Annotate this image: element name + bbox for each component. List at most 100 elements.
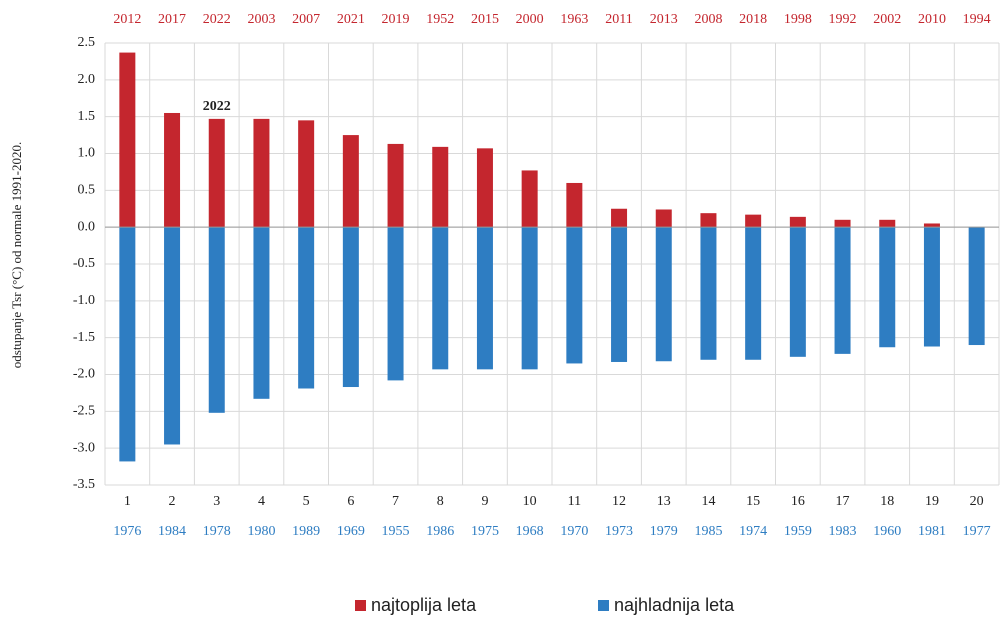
x-tick-label: 15 <box>746 494 760 509</box>
legend-label: najtoplija leta <box>371 595 477 615</box>
bottom-year-label: 1960 <box>873 524 901 539</box>
bar <box>789 227 806 357</box>
bar <box>476 148 493 228</box>
bottom-year-label: 1977 <box>963 524 991 539</box>
bar <box>119 52 136 228</box>
bar <box>387 143 404 228</box>
top-year-label: 2011 <box>605 12 632 27</box>
top-year-label: 1998 <box>784 12 812 27</box>
legend-swatch <box>598 600 609 611</box>
top-year-label: 2007 <box>292 12 320 27</box>
bar <box>208 227 225 413</box>
bottom-year-label: 1970 <box>560 524 588 539</box>
top-year-label: 2018 <box>739 12 767 27</box>
legend-swatch <box>355 600 366 611</box>
x-tick-label: 1 <box>124 494 131 509</box>
x-tick-label: 4 <box>258 494 265 509</box>
y-tick-label: 1.5 <box>78 109 96 124</box>
bar <box>834 219 851 228</box>
y-tick-label: 0.0 <box>78 219 96 234</box>
bottom-year-label: 1973 <box>605 524 633 539</box>
bar <box>253 227 270 399</box>
y-tick-label: 1.0 <box>78 146 96 161</box>
bar <box>521 227 538 370</box>
bar <box>119 227 136 462</box>
bar <box>655 209 672 228</box>
y-tick-label: -3.5 <box>73 477 95 492</box>
bar <box>655 227 672 362</box>
bottom-year-label: 1981 <box>918 524 946 539</box>
top-year-label: 2015 <box>471 12 499 27</box>
top-year-label: 2019 <box>382 12 410 27</box>
x-tick-label: 12 <box>612 494 626 509</box>
top-year-label: 2003 <box>247 12 275 27</box>
bar <box>432 146 449 228</box>
bottom-year-label: 1955 <box>382 524 410 539</box>
bar <box>700 227 717 360</box>
y-tick-label: -2.5 <box>73 404 95 419</box>
x-tick-label: 13 <box>657 494 671 509</box>
x-tick-label: 6 <box>347 494 354 509</box>
x-tick-label: 14 <box>701 494 715 509</box>
bar <box>298 120 315 228</box>
top-year-label: 2010 <box>918 12 946 27</box>
bar <box>968 227 985 346</box>
bottom-year-label: 1980 <box>247 524 275 539</box>
top-year-label: 2017 <box>158 12 186 27</box>
bar <box>879 219 896 228</box>
bottom-year-label: 1986 <box>426 524 454 539</box>
top-year-label: 1963 <box>560 12 588 27</box>
y-axis-label: odstupanje Tsr (°C) od normale 1991-2020… <box>9 142 24 368</box>
bar <box>432 227 449 370</box>
bottom-year-label: 1989 <box>292 524 320 539</box>
bar <box>745 214 762 228</box>
bar <box>745 227 762 360</box>
top-year-label: 2013 <box>650 12 678 27</box>
bar <box>164 227 181 445</box>
bottom-year-label: 1984 <box>158 524 186 539</box>
top-year-label: 2008 <box>694 12 722 27</box>
bottom-year-label: 1979 <box>650 524 678 539</box>
bar <box>923 223 940 228</box>
bar <box>923 227 940 347</box>
bar <box>476 227 493 370</box>
y-tick-label: 2.5 <box>78 35 96 50</box>
bar <box>566 182 583 228</box>
top-year-label: 1994 <box>963 12 991 27</box>
x-tick-label: 2 <box>169 494 176 509</box>
top-year-label: 1952 <box>426 12 454 27</box>
x-tick-label: 5 <box>303 494 310 509</box>
x-tick-label: 8 <box>437 494 444 509</box>
y-tick-label: 2.0 <box>78 72 96 87</box>
bottom-year-label: 1976 <box>113 524 141 539</box>
bar <box>834 227 851 354</box>
bottom-year-label: 1959 <box>784 524 812 539</box>
bar <box>566 227 583 364</box>
y-tick-label: -1.0 <box>73 293 95 308</box>
bottom-year-label: 1968 <box>516 524 544 539</box>
bar <box>700 213 717 228</box>
y-tick-label: -2.0 <box>73 367 95 382</box>
bar <box>208 118 225 228</box>
bar <box>521 170 538 228</box>
bar <box>611 227 628 362</box>
bottom-year-label: 1978 <box>203 524 231 539</box>
top-year-label: 2021 <box>337 12 365 27</box>
bar <box>611 208 628 228</box>
bar <box>164 112 181 228</box>
x-tick-label: 16 <box>791 494 805 509</box>
bottom-year-label: 1975 <box>471 524 499 539</box>
annotation: 2022 <box>203 99 231 114</box>
bar <box>387 227 404 381</box>
bottom-year-label: 1974 <box>739 524 767 539</box>
y-tick-label: -0.5 <box>73 256 95 271</box>
x-tick-label: 20 <box>970 494 984 509</box>
bar <box>342 227 359 388</box>
x-tick-label: 7 <box>392 494 399 509</box>
x-tick-label: 17 <box>836 494 850 509</box>
x-tick-label: 10 <box>523 494 537 509</box>
x-tick-label: 11 <box>568 494 581 509</box>
y-tick-label: -1.5 <box>73 330 95 345</box>
y-tick-label: -3.0 <box>73 440 95 455</box>
